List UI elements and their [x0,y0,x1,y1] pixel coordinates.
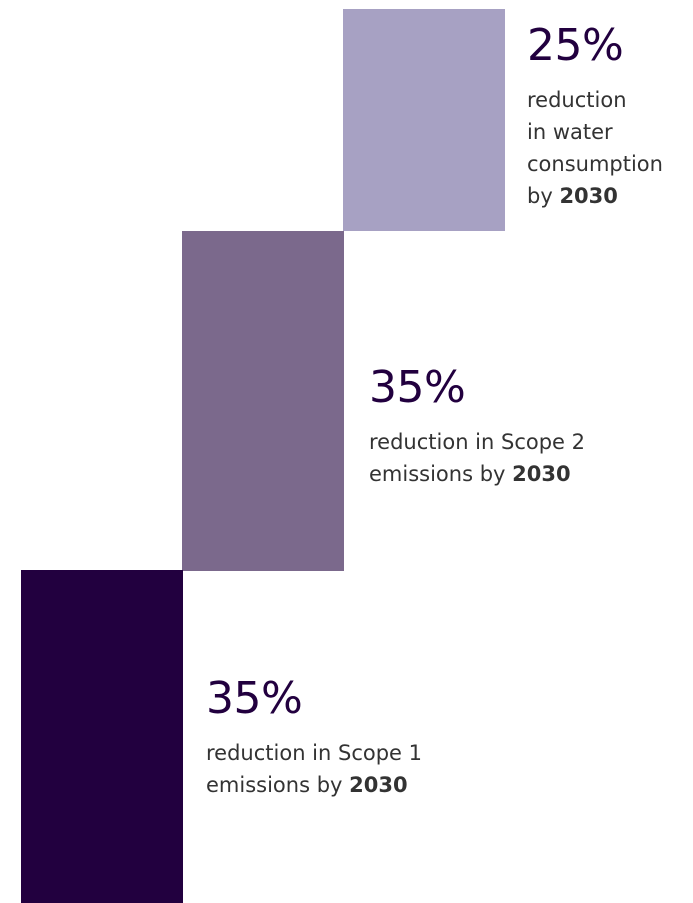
water-description: reduction in water consumption by 2030 [527,84,693,212]
scope2-percentage: 35% [369,362,466,413]
scope1-stat: 35% reduction in Scope 1 emissions by 20… [206,677,422,801]
scope1-description: reduction in Scope 1 emissions by 2030 [206,737,422,801]
water-block [343,9,505,231]
scope1-percentage: 35% [206,673,303,724]
water-desc-line-1: reduction [527,88,627,112]
water-stat: 25% reduction in water consumption by 20… [527,24,693,212]
water-desc-line-3: consumption [527,152,663,176]
scope2-description: reduction in Scope 2 emissions by 2030 [369,426,585,490]
scope2-target-year: 2030 [512,462,571,486]
scope2-stat: 35% reduction in Scope 2 emissions by 20… [369,366,585,490]
water-desc-line-2: in water [527,120,613,144]
scope1-desc-line-1: reduction in Scope 1 [206,741,423,765]
water-desc-by: by [527,184,560,208]
scope1-desc-emissions: emissions by [206,773,350,797]
scope2-desc-emissions: emissions by [369,462,513,486]
water-desc-line-4: by 2030 [527,180,693,212]
scope1-target-year: 2030 [349,773,408,797]
scope1-desc-line-2: emissions by 2030 [206,769,422,801]
scope2-desc-line-2: emissions by 2030 [369,458,585,490]
water-percentage: 25% [527,20,624,71]
scope2-block [182,231,344,571]
scope1-block [21,570,183,903]
scope2-desc-line-1: reduction in Scope 2 [369,430,586,454]
water-target-year: 2030 [559,184,618,208]
